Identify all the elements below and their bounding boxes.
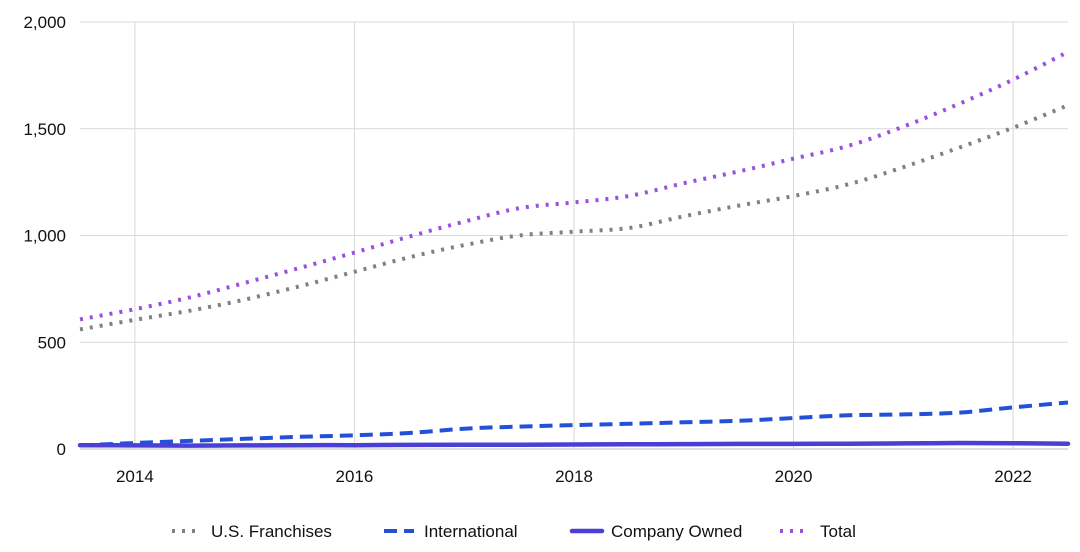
x-tick-label: 2020 <box>775 467 813 486</box>
y-tick-label: 1,000 <box>23 227 66 246</box>
legend: U.S. Franchises International Company Owne… <box>172 522 856 541</box>
legend-item: U.S. Franchises <box>172 522 332 541</box>
series-lines <box>77 50 1071 448</box>
series-line-u-s-franchises <box>79 103 1069 332</box>
x-tick-label: 2018 <box>555 467 593 486</box>
y-tick-label: 1,500 <box>23 120 66 139</box>
gridlines <box>80 21 1068 450</box>
x-axis-tick-labels: 2014 2016 2018 2020 2022 <box>116 467 1032 486</box>
legend-label: Total <box>820 522 856 541</box>
legend-item: International <box>384 522 518 541</box>
x-tick-label: 2014 <box>116 467 154 486</box>
y-axis-tick-labels: 0 500 1,000 1,500 2,000 <box>23 13 66 459</box>
y-tick-label: 0 <box>57 440 66 459</box>
series-line-company-owned <box>77 440 1071 448</box>
legend-label: Company Owned <box>611 522 742 541</box>
y-tick-label: 500 <box>38 333 66 352</box>
x-tick-label: 2022 <box>994 467 1032 486</box>
y-tick-label: 2,000 <box>23 13 66 32</box>
series-line-international <box>79 400 1069 448</box>
legend-item: Company Owned <box>569 522 742 541</box>
legend-label: International <box>424 522 518 541</box>
legend-label: U.S. Franchises <box>211 522 332 541</box>
legend-item: Total <box>780 522 856 541</box>
x-tick-label: 2016 <box>336 467 374 486</box>
